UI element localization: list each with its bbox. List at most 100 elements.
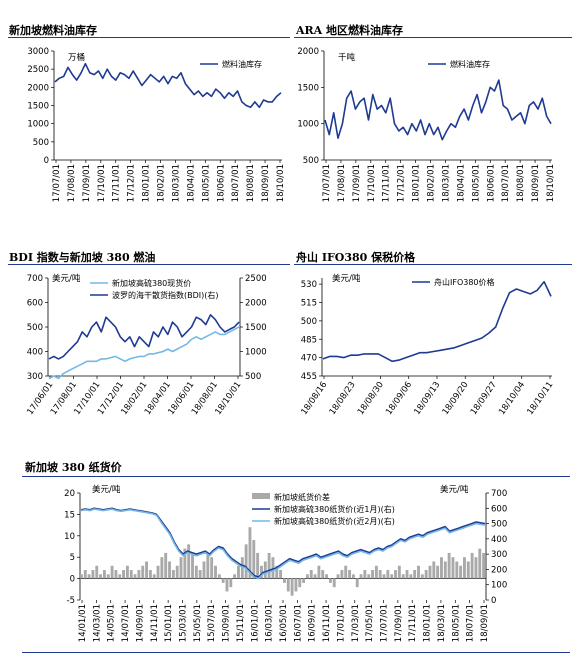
rule-top-left [8, 37, 290, 38]
sg380_paper-bar [405, 570, 409, 579]
sg380_paper-bar [164, 552, 168, 579]
sg380_paper-bar [95, 565, 99, 579]
sg380_paper-bar [183, 548, 187, 579]
sg380_paper-xtick-label: 14/11/01 [150, 604, 160, 642]
sg380_paper-bar [156, 565, 160, 579]
sg380_paper-bar [171, 570, 175, 579]
sg380_paper-bar [99, 574, 103, 579]
zhoushan_ifo380-unit-label: 美元/吨 [332, 273, 361, 284]
sg380_paper-bar [482, 552, 486, 579]
zhoushan_ifo380-xtick-label: 18/10/04 [497, 380, 527, 417]
bdi_vs_sg380-unit-label: 美元/吨 [52, 273, 81, 284]
bdi_vs_sg380-y2tick-label: 500 [245, 372, 261, 382]
sg380_paper-bar [313, 574, 317, 579]
sg380_paper-legend-label: 新加坡高硫380纸货价(近1月)(右) [274, 504, 395, 514]
ara_fuel_stock-ytick-label: 1000 [297, 120, 319, 130]
sg380_paper-bar [118, 574, 122, 579]
ara_fuel_stock-ytick-label: 500 [303, 156, 319, 166]
rule-bottom-top [22, 476, 570, 477]
sg380_paper-xtick-label: 16/11/01 [322, 604, 332, 642]
sg380_paper-bar [394, 570, 397, 579]
sg380_paper-bar [378, 570, 382, 579]
zhoushan_ifo380-ytick-label: 470 [301, 354, 317, 364]
sg380_paper-bar [424, 570, 428, 579]
sg380_paper-bar [248, 527, 252, 579]
sg380_paper-bar [328, 578, 332, 583]
sg380_paper-bar [374, 565, 378, 579]
sg380_paper-bar [466, 561, 470, 579]
sg380_paper-bar [371, 570, 374, 579]
sg380_paper-bar [447, 552, 451, 579]
heading-sg-fuel-stock: 新加坡燃料油库存 [9, 24, 97, 37]
sg380_paper-y2tick-label: 500 [491, 520, 507, 530]
sg380_paper-bar [145, 561, 148, 579]
sg_fuel_stock-xtick-label: 18/02/01 [157, 164, 167, 202]
bdi_vs_sg380-y2tick-label: 1500 [245, 323, 267, 333]
sg380_paper-xtick-label: 16/05/01 [279, 604, 289, 642]
sg380_paper-bar [206, 552, 210, 579]
sg380_paper-unit-label-right: 美元/吨 [440, 484, 469, 495]
ara_fuel_stock-ytick-label: 2000 [297, 47, 319, 57]
sg_fuel_stock-ytick-label: 1000 [27, 120, 49, 130]
sg380_paper-xtick-label: 18/03/01 [437, 604, 447, 642]
sg380_paper-bar [436, 565, 440, 579]
sg380_paper-bar [317, 565, 321, 579]
sg380_paper-bar [137, 570, 141, 579]
sg380_paper-y2tick-label: 700 [491, 489, 507, 499]
bdi_vs_sg380-y2tick-label: 1000 [245, 348, 267, 358]
sg380_paper-xtick-label: 14/09/01 [135, 604, 145, 642]
sg380_paper-bar [275, 565, 279, 579]
sg380_paper-bar [428, 565, 432, 579]
ara_fuel_stock-xtick-label: 18/09/01 [531, 164, 541, 202]
bdi_vs_sg380-y2tick-label: 2500 [245, 274, 267, 284]
sg380_paper-bar [302, 578, 306, 583]
sg380_paper-legend-swatch [252, 493, 270, 499]
sg_fuel_stock-xtick-label: 17/12/01 [127, 164, 137, 202]
sg380_paper-bar [351, 574, 355, 579]
sg380_paper-bar [80, 574, 83, 579]
sg380_paper-bar [283, 578, 286, 583]
bdi_vs_sg380-legend-label: 新加坡高硫380现货价 [112, 278, 191, 288]
sg380_paper-bar [168, 561, 171, 579]
ara_fuel_stock-unit-label: 千吨 [338, 52, 356, 63]
sg380_paper-bar [148, 570, 152, 579]
sg380_paper-xtick-label: 16/03/01 [265, 604, 275, 642]
sg_fuel_stock-legend-label: 燃料油库存 [222, 59, 262, 69]
sg380_paper-bar [470, 552, 474, 579]
sg380_paper-bar [202, 561, 206, 579]
sg380_paper-bar [229, 578, 233, 588]
sg380_paper-bar [294, 578, 298, 592]
ara_fuel_stock-ytick-label: 1500 [297, 83, 319, 93]
sg_fuel_stock-ytick-label: 500 [33, 138, 49, 148]
sg380_paper-bar [233, 574, 237, 579]
rule-top-right [294, 37, 572, 38]
sg380_paper-bar [386, 570, 390, 579]
sg380_paper-bar [87, 574, 91, 579]
sg380_paper-xtick-label: 18/07/01 [466, 604, 476, 642]
sg380_paper-bar [455, 561, 459, 579]
sg380_paper-xtick-label: 17/09/01 [394, 604, 404, 642]
sg380_paper-bar [363, 570, 367, 579]
sg380_paper-bar [355, 578, 359, 588]
sg380_paper-xtick-label: 17/01/01 [336, 604, 346, 642]
sg_fuel_stock-xtick-label: 18/09/01 [261, 164, 271, 202]
sg380_paper-bar [160, 557, 164, 579]
sg_fuel_stock-xtick-label: 18/04/01 [186, 164, 196, 202]
sg380_paper-bar [459, 565, 463, 579]
sg380_paper-bar [298, 578, 302, 588]
sg380_paper-xtick-label: 15/07/01 [207, 604, 217, 642]
sg_fuel_stock-xtick-label: 17/07/01 [52, 164, 62, 202]
sg380_paper-bar [240, 557, 244, 579]
bdi_vs_sg380-legend-label: 波罗的海干散货指数(BDI)(右) [112, 290, 219, 300]
sg380_paper-xtick-label: 18/01/01 [423, 604, 433, 642]
sg380_paper-unit-label-left: 美元/吨 [92, 484, 121, 495]
sg380_paper-xtick-label: 16/09/01 [308, 604, 318, 642]
sg380_paper-xtick-label: 14/03/01 [92, 604, 102, 642]
sg380_paper-xtick-label: 17/07/01 [380, 604, 390, 642]
sg380_paper-bar [191, 552, 194, 579]
sg380_paper-xtick-label: 14/05/01 [107, 604, 117, 642]
zhoushan_ifo380-xtick-label: 18/08/23 [328, 380, 358, 417]
sg380_paper-xtick-label: 16/01/01 [250, 604, 260, 642]
sg380_paper-bar [179, 557, 183, 579]
ara_fuel_stock-xtick-label: 17/10/01 [367, 164, 377, 202]
